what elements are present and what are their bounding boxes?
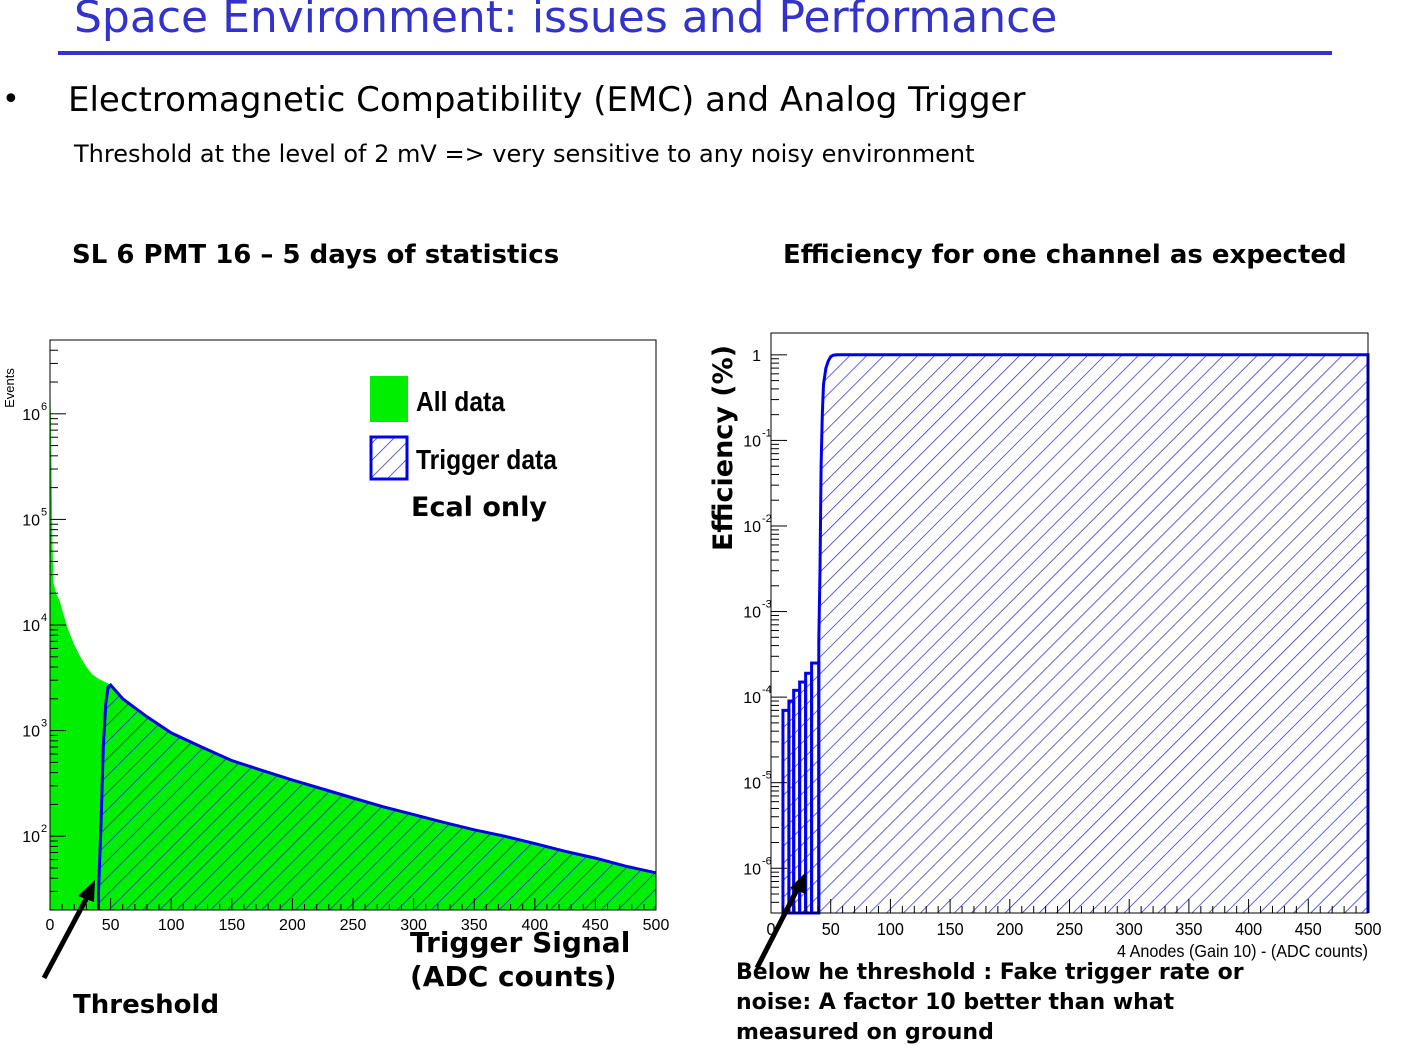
- below-note-line-1: Below he threshold : Fake trigger rate o…: [736, 960, 1244, 985]
- y-tick-label: 10: [22, 829, 40, 846]
- y-tick-exponent: -5: [762, 770, 772, 782]
- below-threshold-note: Below he threshold : Fake trigger rate o…: [736, 958, 1244, 1048]
- x-tick-label: 450: [1295, 919, 1322, 939]
- threshold-arrow-shaft: [41, 886, 95, 980]
- x-tick-label: 500: [643, 917, 670, 934]
- y-tick-exponent: 4: [41, 612, 47, 624]
- threshold-label: Threshold: [73, 990, 220, 1020]
- y-tick-exponent: 5: [41, 506, 47, 518]
- annotation-arrows: [41, 872, 806, 980]
- slide-title: Space Environment: issues and Performanc…: [74, 0, 1058, 43]
- x-tick-label: 200: [279, 917, 306, 934]
- below-threshold-arrow-shaft: [754, 878, 805, 970]
- title-underline: [58, 51, 1332, 55]
- legend-trigger-data-label: Trigger data: [416, 444, 557, 476]
- x-tick-label: 50: [822, 919, 840, 939]
- y-tick-label: 10: [22, 407, 40, 424]
- y-tick-exponent: -3: [762, 599, 772, 611]
- x-tick-label: 300: [1116, 919, 1143, 939]
- trigger-signal-line-2: (ADC counts): [410, 960, 617, 993]
- x-tick-label: 200: [996, 919, 1023, 939]
- y-tick-label: 10: [743, 519, 761, 536]
- y-tick-exponent: 6: [41, 401, 47, 413]
- legend-trigger-data-swatch: [369, 435, 409, 481]
- left-chart-caption: SL 6 PMT 16 – 5 days of statistics: [72, 240, 560, 270]
- y-axis-label: Efficiency (%): [708, 345, 739, 551]
- y-tick-label: 10: [22, 618, 40, 635]
- x-tick-label: 450: [582, 917, 609, 934]
- x-tick-label: 50: [102, 917, 120, 934]
- below-threshold-arrow-head: [790, 872, 806, 894]
- x-tick-label: 250: [1056, 919, 1083, 939]
- x-tick-label: 400: [1235, 919, 1262, 939]
- y-tick-label: 1: [752, 348, 761, 365]
- x-tick-label: 350: [461, 917, 488, 934]
- y-tick-label: 10: [743, 433, 761, 450]
- trigger-data-line: [97, 682, 657, 892]
- x-tick-label: 150: [218, 917, 245, 934]
- efficiency-chart: 0 50 100 150 200 250 300 350 400 450 50010-610-510…: [708, 332, 1382, 961]
- right-chart-caption: Efficiency for one channel as expected: [783, 240, 1347, 270]
- below-note-line-3: measured on ground: [736, 1020, 994, 1045]
- x-tick-label: 350: [1175, 919, 1202, 939]
- x-tick-label: 500: [1354, 919, 1381, 939]
- below-note-line-2: noise: A factor 10 better than what: [736, 990, 1175, 1015]
- legend-note: Ecal only: [411, 492, 547, 523]
- y-tick-exponent: -2: [762, 513, 772, 525]
- y-tick-label: 10: [22, 724, 40, 741]
- x-axis-label: 4 Anodes (Gain 10) - (ADC counts): [1117, 941, 1368, 961]
- sub-text: Threshold at the level of 2 mV => very s…: [74, 140, 975, 168]
- x-tick-label: 250: [340, 917, 367, 934]
- x-tick-label: 400: [521, 917, 548, 934]
- x-tick-label: 100: [158, 917, 185, 934]
- efficiency-line: [817, 353, 1370, 913]
- efficiency-area: [818, 354, 1368, 913]
- y-axis-label: Events: [2, 368, 17, 408]
- bullet-text: Electromagnetic Compatibility (EMC) and …: [68, 80, 1026, 120]
- bullet-icon: •: [2, 82, 20, 117]
- y-tick-exponent: -1: [762, 427, 772, 439]
- y-tick-exponent: 3: [41, 718, 47, 730]
- y-tick-label: 10: [743, 690, 761, 707]
- trigger-signal-line-1: Trigger Signal: [410, 926, 631, 959]
- y-tick-label: 10: [743, 861, 761, 878]
- y-tick-exponent: -4: [762, 684, 772, 696]
- legend-all-data-label: All data: [416, 386, 505, 418]
- y-tick-exponent: -6: [762, 855, 772, 867]
- x-tick-label: 0: [46, 917, 55, 934]
- y-tick-label: 10: [743, 605, 761, 622]
- legend-all-data-swatch: [370, 376, 408, 422]
- y-tick-label: 10: [22, 512, 40, 529]
- x-tick-label: 0: [766, 919, 775, 939]
- x-tick-label: 300: [400, 917, 427, 934]
- trigger-data-area: [98, 685, 656, 910]
- x-tick-label: 150: [937, 919, 964, 939]
- x-tick-label: 100: [877, 919, 904, 939]
- trigger-signal-label: Trigger Signal (ADC counts): [410, 926, 630, 994]
- y-tick-exponent: 2: [41, 823, 47, 835]
- y-tick-label: 10: [743, 776, 761, 793]
- threshold-arrow-head: [78, 880, 95, 902]
